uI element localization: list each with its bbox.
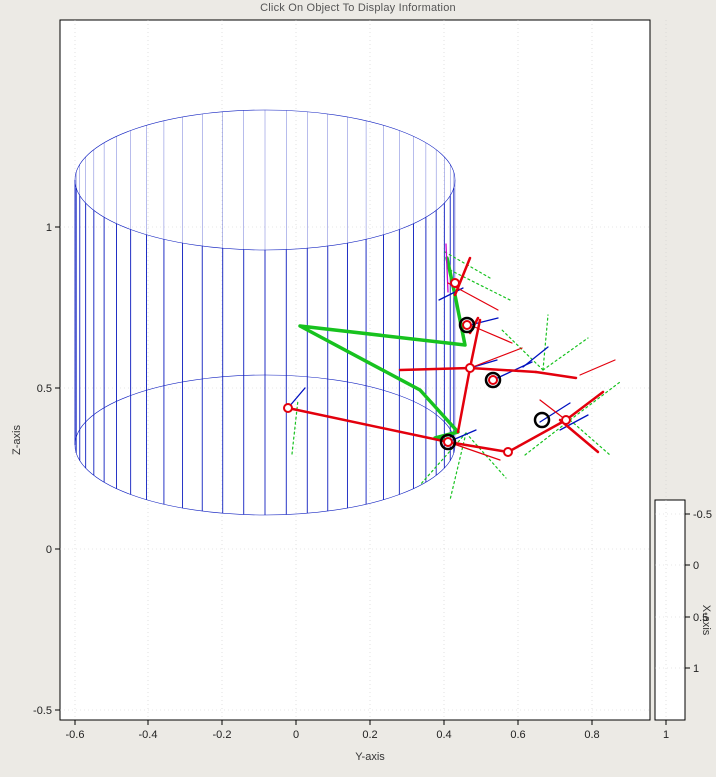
svg-text:-0.5: -0.5: [33, 705, 52, 717]
z-axis-label: Z-axis: [11, 425, 23, 455]
plot-background: [60, 20, 650, 720]
svg-text:-0.2: -0.2: [213, 729, 232, 741]
svg-text:0.5: 0.5: [37, 383, 52, 395]
svg-text:1: 1: [46, 222, 52, 234]
svg-text:0.4: 0.4: [436, 729, 451, 741]
svg-text:-0.5: -0.5: [693, 509, 712, 521]
secondary-plot-background: [655, 500, 685, 720]
svg-text:0: 0: [46, 544, 52, 556]
svg-text:0: 0: [293, 729, 299, 741]
svg-text:-0.6: -0.6: [66, 729, 85, 741]
plot-3d: -0.5 0 0.5 1 -0.6 -0.4 -0.2 0 0.2 0.4 0.6 0.8 1 -0.5 0…: [0, 0, 716, 777]
svg-text:0.6: 0.6: [510, 729, 525, 741]
svg-text:0.2: 0.2: [362, 729, 377, 741]
svg-text:0.8: 0.8: [584, 729, 599, 741]
y-axis-label: Y-axis: [355, 751, 385, 763]
x-axis-label: X-axis: [700, 605, 712, 636]
svg-text:1: 1: [693, 663, 699, 675]
svg-text:-0.4: -0.4: [139, 729, 158, 741]
svg-text:1: 1: [663, 729, 669, 741]
svg-text:0: 0: [693, 560, 699, 572]
